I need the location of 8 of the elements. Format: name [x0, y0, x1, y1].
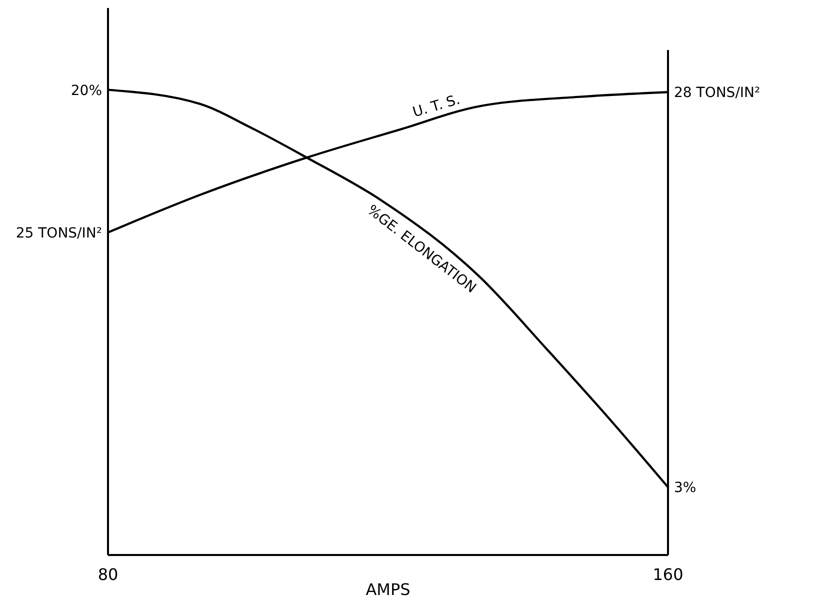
data-label: 25 TONS/IN² [16, 225, 102, 242]
data-label: 28 TONS/IN² [674, 85, 760, 102]
data-label: 20% [70, 82, 102, 99]
x-tick-label: 80 [98, 565, 118, 584]
x-axis-title: AMPS [366, 580, 410, 599]
x-tick-label: 160 [652, 565, 684, 584]
text: U. T. S. [411, 92, 462, 121]
data-label: 3% [674, 480, 696, 496]
